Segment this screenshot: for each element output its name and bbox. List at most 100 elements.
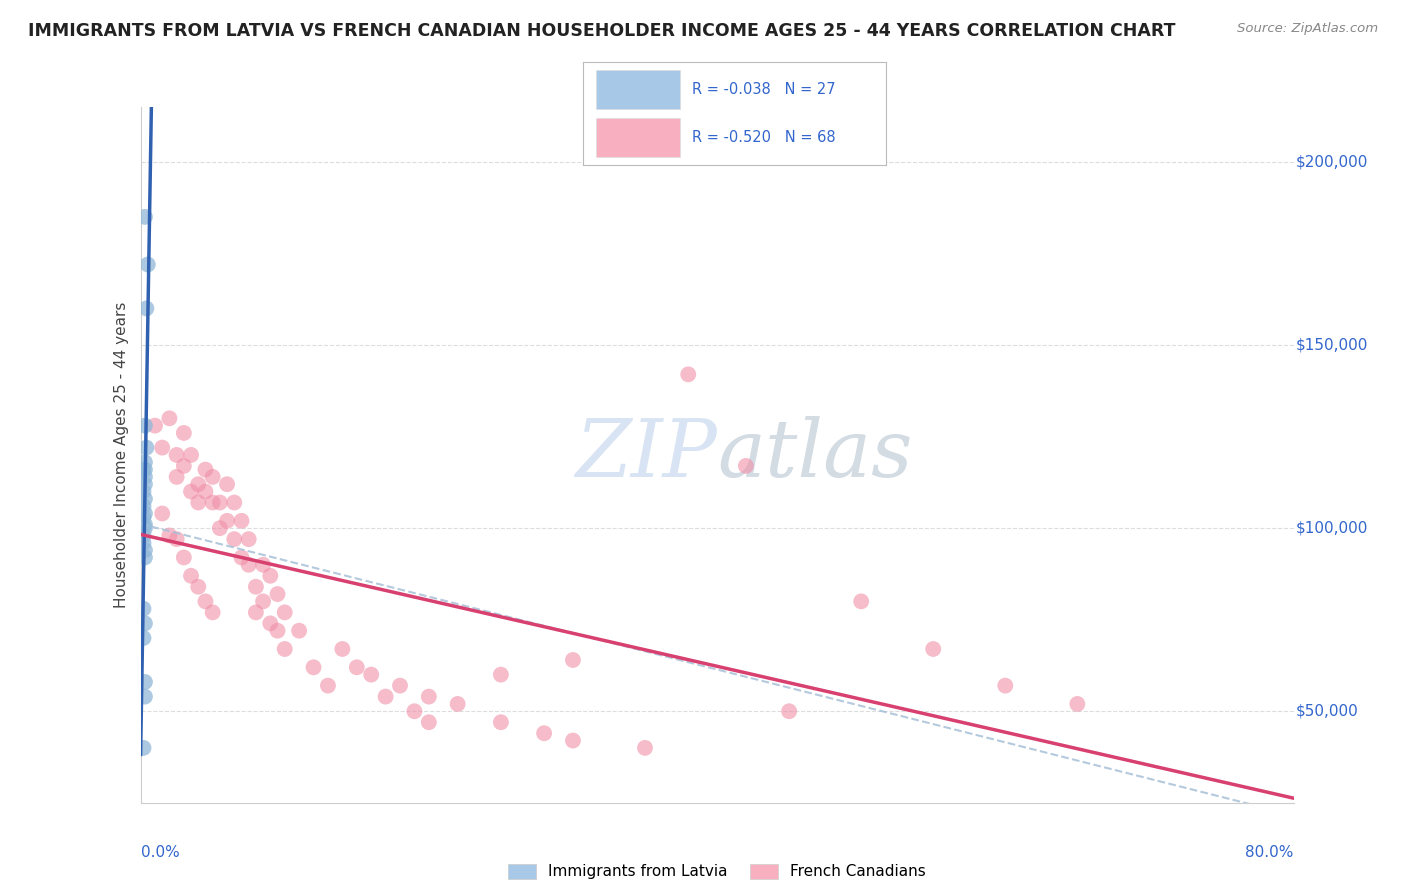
Point xyxy=(135,441,157,455)
Point xyxy=(173,425,195,440)
Point xyxy=(180,448,202,462)
Point xyxy=(134,543,156,558)
Point xyxy=(134,210,156,224)
Point xyxy=(217,477,239,491)
Text: 80.0%: 80.0% xyxy=(1246,845,1294,860)
Point xyxy=(180,484,202,499)
Point xyxy=(922,642,945,657)
Point xyxy=(159,528,180,542)
Point xyxy=(332,642,354,657)
Point xyxy=(316,679,339,693)
Point xyxy=(134,491,156,506)
Point xyxy=(562,653,585,667)
Text: $50,000: $50,000 xyxy=(1296,704,1358,719)
Point xyxy=(201,470,224,484)
Bar xyxy=(596,70,681,109)
Point xyxy=(238,558,260,572)
Point xyxy=(208,521,231,535)
Point xyxy=(132,536,155,550)
Point xyxy=(134,470,156,484)
Point xyxy=(173,550,195,565)
Point xyxy=(159,411,180,425)
Point xyxy=(134,455,156,469)
Point xyxy=(252,594,274,608)
Point xyxy=(143,418,166,433)
Point xyxy=(489,667,512,681)
Point xyxy=(231,550,253,565)
Text: $100,000: $100,000 xyxy=(1296,521,1368,536)
Point xyxy=(166,470,188,484)
Point xyxy=(134,616,156,631)
Point xyxy=(194,594,217,608)
Point xyxy=(447,697,470,711)
Point xyxy=(994,679,1017,693)
Point xyxy=(201,606,224,620)
Point xyxy=(132,740,155,755)
Point xyxy=(533,726,555,740)
Point xyxy=(404,704,426,718)
Point xyxy=(346,660,368,674)
Point xyxy=(132,484,155,499)
Point xyxy=(132,462,155,476)
Point xyxy=(132,631,155,645)
Point xyxy=(135,301,157,316)
Point xyxy=(634,740,657,755)
Point xyxy=(187,477,209,491)
Point xyxy=(224,495,246,509)
Point xyxy=(132,510,155,524)
Point xyxy=(208,495,231,509)
Point xyxy=(201,495,224,509)
Text: R = -0.520   N = 68: R = -0.520 N = 68 xyxy=(692,130,837,145)
Point xyxy=(274,642,297,657)
Point xyxy=(388,679,411,693)
Point xyxy=(134,517,156,532)
Point xyxy=(360,667,382,681)
Point xyxy=(134,675,156,690)
Legend: Immigrants from Latvia, French Canadians: Immigrants from Latvia, French Canadians xyxy=(502,857,932,886)
Text: ZIP: ZIP xyxy=(575,417,717,493)
Point xyxy=(259,616,281,631)
Point xyxy=(259,568,281,582)
Text: $200,000: $200,000 xyxy=(1296,154,1368,169)
Text: atlas: atlas xyxy=(717,417,912,493)
Point xyxy=(418,715,440,730)
Point xyxy=(217,514,239,528)
Point xyxy=(245,606,267,620)
Text: R = -0.038   N = 27: R = -0.038 N = 27 xyxy=(692,81,837,96)
Point xyxy=(245,580,267,594)
Point xyxy=(134,477,156,491)
Point xyxy=(150,507,173,521)
Point xyxy=(134,690,156,704)
Point xyxy=(194,462,217,476)
Point xyxy=(735,458,758,473)
Point xyxy=(849,594,872,608)
Y-axis label: Householder Income Ages 25 - 44 years: Householder Income Ages 25 - 44 years xyxy=(114,301,129,608)
Bar xyxy=(596,118,681,157)
Point xyxy=(288,624,311,638)
Text: Source: ZipAtlas.com: Source: ZipAtlas.com xyxy=(1237,22,1378,36)
Point xyxy=(194,484,217,499)
Point xyxy=(252,558,274,572)
Point xyxy=(678,368,700,382)
Text: $150,000: $150,000 xyxy=(1296,337,1368,352)
Point xyxy=(778,704,800,718)
Point xyxy=(187,580,209,594)
Point xyxy=(1066,697,1088,711)
Text: 0.0%: 0.0% xyxy=(141,845,180,860)
Point xyxy=(302,660,325,674)
Point xyxy=(173,458,195,473)
Point xyxy=(374,690,396,704)
Text: IMMIGRANTS FROM LATVIA VS FRENCH CANADIAN HOUSEHOLDER INCOME AGES 25 - 44 YEARS : IMMIGRANTS FROM LATVIA VS FRENCH CANADIA… xyxy=(28,22,1175,40)
Point xyxy=(266,587,288,601)
Point xyxy=(266,624,288,638)
Point xyxy=(132,499,155,513)
Point xyxy=(224,532,246,546)
Point xyxy=(132,601,155,615)
Point xyxy=(134,550,156,565)
Point xyxy=(166,532,188,546)
Point xyxy=(134,418,156,433)
Point xyxy=(489,715,512,730)
Point xyxy=(136,258,159,272)
Point xyxy=(562,733,585,747)
Point xyxy=(187,495,209,509)
